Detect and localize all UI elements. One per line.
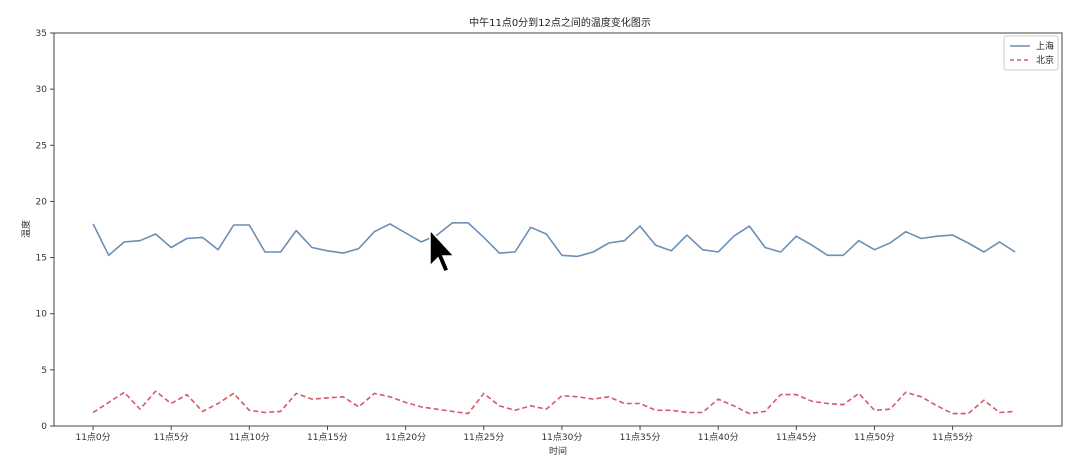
series-layer: [92, 222, 1016, 415]
x-tick-label: 11点55分: [932, 432, 973, 443]
x-tick-label: 11点50分: [854, 432, 895, 443]
x-tick-label: 11点0分: [75, 432, 110, 443]
x-tick-label: 11点45分: [776, 432, 817, 443]
x-tick-label: 11点25分: [463, 432, 504, 443]
x-tick-label: 11点20分: [385, 432, 426, 443]
legend: 上海 北京: [1003, 35, 1059, 71]
chart-title: 中午11点0分到12点之间的温度变化图示: [469, 16, 651, 29]
mouse-cursor-icon: [429, 228, 456, 273]
series-line-shanghai: [92, 222, 1016, 258]
legend-label-shanghai: 上海: [1036, 40, 1054, 52]
y-axis-label: 温度: [20, 220, 32, 238]
y-axis: 0 5 10 15 20 25 30 35: [36, 29, 54, 432]
plot-area: [53, 32, 1063, 427]
y-tick-label: 35: [36, 29, 47, 39]
x-tick-label: 11点35分: [620, 432, 661, 443]
y-tick-label: 0: [41, 422, 47, 432]
x-tick-label: 11点30分: [541, 432, 582, 443]
x-tick-label: 11点10分: [229, 432, 270, 443]
y-tick-label: 15: [36, 254, 47, 264]
legend-label-beijing: 北京: [1036, 54, 1054, 66]
y-tick-label: 25: [36, 141, 47, 151]
series-line-beijing: [92, 390, 1016, 415]
x-tick-label: 11点40分: [698, 432, 739, 443]
x-axis: 11点0分 11点5分 11点10分 11点15分 11点20分 11点25分 11点30分…: [75, 426, 973, 443]
x-tick-label: 11点5分: [154, 432, 189, 443]
x-tick-label: 11点15分: [307, 432, 348, 443]
y-tick-label: 30: [36, 85, 48, 95]
x-axis-label: 时间: [549, 445, 567, 457]
legend-box: [1003, 35, 1059, 71]
y-tick-label: 20: [36, 197, 48, 207]
y-tick-label: 5: [41, 366, 47, 376]
y-tick-label: 10: [36, 310, 48, 320]
